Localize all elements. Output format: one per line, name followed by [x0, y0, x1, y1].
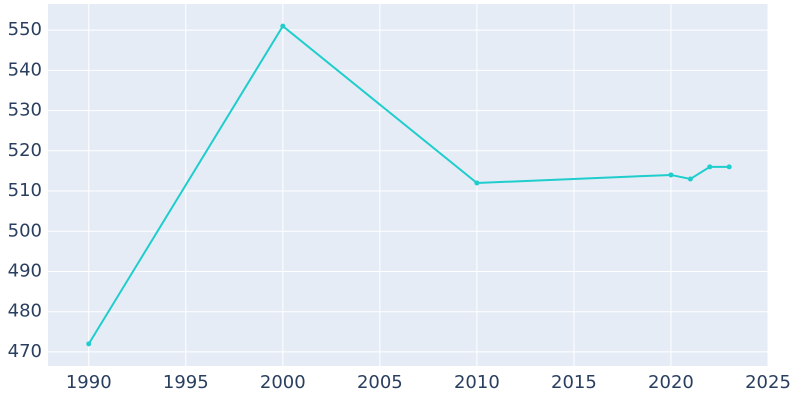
data-point: [726, 164, 732, 170]
x-tick-label: 2005: [357, 372, 403, 393]
data-point: [86, 341, 92, 347]
data-point: [668, 172, 674, 178]
data-point: [707, 164, 713, 170]
y-tick-label: 500: [8, 220, 42, 241]
y-tick-label: 540: [8, 59, 42, 80]
y-tick-label: 480: [8, 301, 42, 322]
y-tick-label: 550: [8, 19, 42, 40]
y-tick-label: 510: [8, 180, 42, 201]
x-tick-label: 1990: [66, 372, 112, 393]
x-tick-label: 2025: [745, 372, 791, 393]
x-tick-label: 2020: [648, 372, 694, 393]
x-tick-label: 2010: [454, 372, 500, 393]
x-tick-label: 1995: [163, 372, 209, 393]
data-point: [474, 180, 480, 186]
plot-background: [48, 4, 768, 366]
y-tick-label: 470: [8, 341, 42, 362]
y-tick-label: 520: [8, 140, 42, 161]
x-tick-label: 2015: [551, 372, 597, 393]
y-tick-label: 530: [8, 100, 42, 121]
data-point: [687, 176, 693, 182]
y-tick-label: 490: [8, 260, 42, 281]
data-point: [280, 23, 286, 29]
x-tick-label: 2000: [260, 372, 306, 393]
